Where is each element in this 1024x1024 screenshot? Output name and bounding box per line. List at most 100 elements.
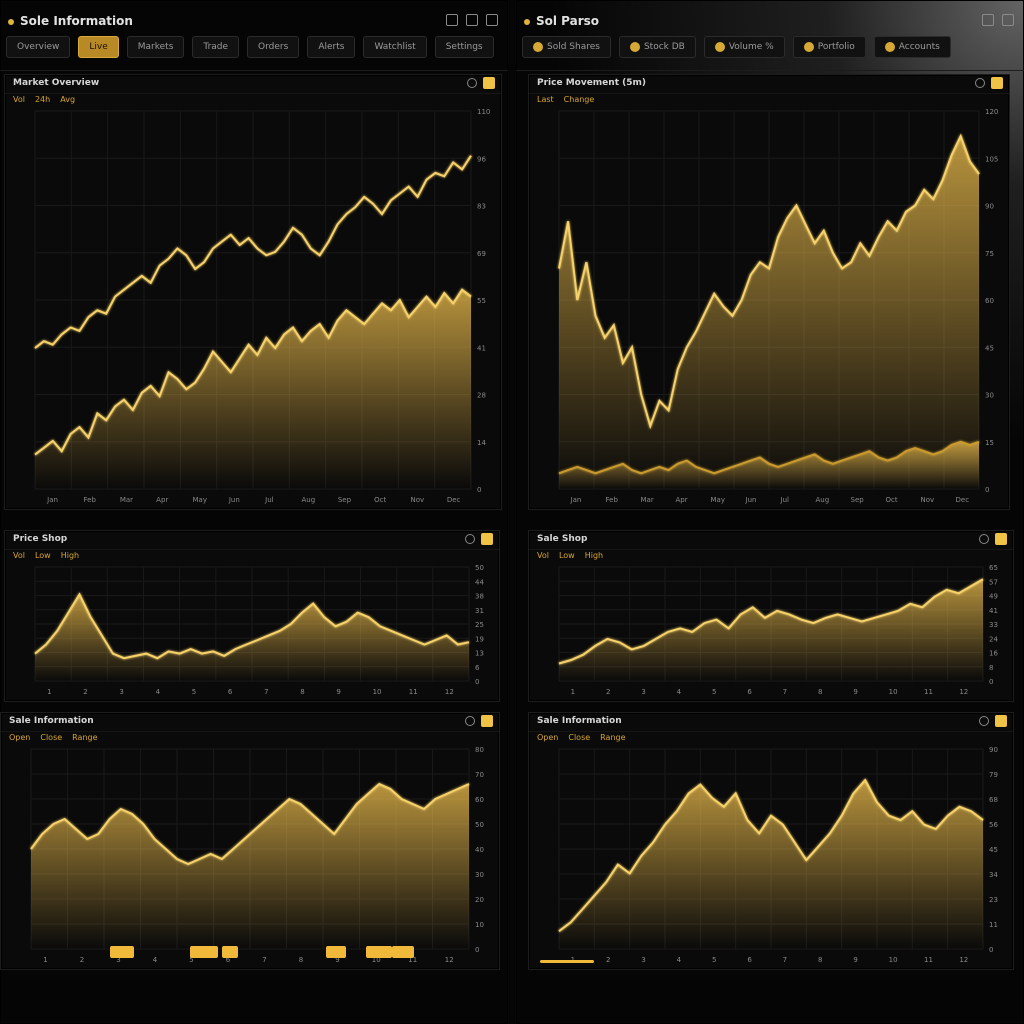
x-tick-label: 11 bbox=[924, 956, 933, 964]
settings-icon[interactable] bbox=[975, 78, 985, 88]
minimize-icon[interactable] bbox=[982, 14, 994, 26]
x-tick-label: 9 bbox=[335, 956, 339, 964]
expand-icon[interactable] bbox=[991, 77, 1003, 89]
settings-icon[interactable] bbox=[465, 534, 475, 544]
y-tick-label: 68 bbox=[989, 796, 998, 804]
settings-icon[interactable] bbox=[979, 534, 989, 544]
toolbar-button-label: Orders bbox=[258, 42, 289, 52]
range-slider-fill[interactable] bbox=[540, 960, 594, 963]
x-tick-label: Sep bbox=[338, 496, 352, 504]
x-tick-label: 7 bbox=[783, 956, 787, 964]
left-toolbar-button-1[interactable]: Live bbox=[78, 36, 119, 58]
right-toolbar-button-3[interactable]: Portfolio bbox=[792, 36, 866, 58]
settings-icon[interactable] bbox=[467, 78, 477, 88]
right-window: Sol Parso Sold Shares Stock DB Volume % Por… bbox=[516, 0, 1024, 1024]
x-tick-label: 10 bbox=[373, 688, 382, 696]
x-tick-label: 2 bbox=[606, 956, 610, 964]
app-dot-icon bbox=[8, 18, 14, 25]
left-app-title: Sole Information bbox=[8, 14, 133, 28]
left-toolbar-button-0[interactable]: Overview bbox=[6, 36, 71, 58]
right-toolbar: Sold Shares Stock DB Volume % Portfolio Acco… bbox=[522, 36, 1018, 58]
y-tick-label: 96 bbox=[477, 155, 486, 163]
chart-panel-price-movement: Price Movement (5m) Last Change 120 105 90 75 6… bbox=[528, 74, 1010, 510]
expand-icon[interactable] bbox=[995, 715, 1007, 727]
settings-icon[interactable] bbox=[465, 716, 475, 726]
x-tick-label: Jun bbox=[228, 496, 240, 504]
series-line bbox=[558, 578, 984, 665]
expand-icon[interactable] bbox=[481, 533, 493, 545]
right-toolbar-button-2[interactable]: Volume % bbox=[703, 36, 785, 58]
x-tick-label: 7 bbox=[783, 688, 787, 696]
right-app-title-text: Sol Parso bbox=[536, 14, 600, 28]
panel-subtitle: Vol Low High bbox=[537, 551, 613, 560]
panel-subtitle-item: High bbox=[60, 551, 80, 560]
y-tick-label: 45 bbox=[989, 846, 998, 854]
close-icon[interactable] bbox=[486, 14, 498, 26]
x-tick-label: 12 bbox=[445, 688, 454, 696]
panel-header: Sale Shop Vol Low High bbox=[529, 531, 1013, 560]
left-toolbar-button-3[interactable]: Trade bbox=[192, 36, 240, 58]
y-tick-label: 60 bbox=[985, 297, 994, 305]
x-tick-label: Nov bbox=[921, 496, 935, 504]
expand-icon[interactable] bbox=[483, 77, 495, 89]
right-toolbar-button-4[interactable]: Accounts bbox=[873, 36, 951, 58]
left-toolbar-button-7[interactable]: Settings bbox=[434, 36, 494, 58]
panel-subtitle-item: Last bbox=[537, 95, 554, 104]
range-chip[interactable] bbox=[326, 946, 346, 958]
left-toolbar-button-4[interactable]: Orders bbox=[247, 36, 300, 58]
x-tick-label: 2 bbox=[83, 688, 87, 696]
left-toolbar-button-5[interactable]: Alerts bbox=[307, 36, 356, 58]
x-tick-label: 2 bbox=[606, 688, 610, 696]
x-tick-label: Apr bbox=[676, 496, 688, 504]
coin-icon bbox=[803, 41, 814, 52]
panel-controls bbox=[975, 77, 1003, 89]
left-toolbar-button-6[interactable]: Watchlist bbox=[363, 36, 427, 58]
x-tick-label: 5 bbox=[712, 956, 716, 964]
right-window-controls[interactable] bbox=[982, 14, 1014, 26]
minimize-icon[interactable] bbox=[446, 14, 458, 26]
y-tick-label: 8 bbox=[989, 664, 993, 672]
y-tick-label: 105 bbox=[985, 155, 998, 163]
settings-icon[interactable] bbox=[979, 716, 989, 726]
x-tick-label: 5 bbox=[192, 688, 196, 696]
toolbar-button-label: Markets bbox=[137, 42, 174, 52]
range-chip[interactable] bbox=[190, 946, 218, 958]
series-area bbox=[559, 441, 979, 489]
x-tick-label: 3 bbox=[641, 956, 645, 964]
x-tick-label: Jun bbox=[745, 496, 757, 504]
left-window-controls[interactable] bbox=[446, 14, 498, 26]
expand-icon[interactable] bbox=[481, 715, 493, 727]
toolbar-button-label: Settings bbox=[445, 42, 483, 52]
range-chip[interactable] bbox=[110, 946, 134, 958]
toolbar-button-label: Live bbox=[89, 42, 108, 52]
y-tick-label: 0 bbox=[475, 678, 479, 686]
range-chip[interactable] bbox=[222, 946, 238, 958]
y-tick-label: 16 bbox=[989, 650, 998, 658]
x-tick-label: 6 bbox=[747, 688, 752, 696]
y-tick-label: 50 bbox=[475, 821, 484, 829]
panel-title: Sale Shop bbox=[537, 534, 588, 544]
x-tick-label: 10 bbox=[372, 956, 381, 964]
x-tick-label: 5 bbox=[189, 956, 193, 964]
x-tick-label: 2 bbox=[80, 956, 84, 964]
right-toolbar-button-0[interactable]: Sold Shares bbox=[522, 36, 611, 58]
panel-subtitle-item: Low bbox=[34, 551, 51, 560]
x-tick-label: Oct bbox=[374, 496, 386, 504]
chart-panel-price-shop: Price Shop Vol Low High 50 44 38 31 25 19 13 6 0 1 2 3 4… bbox=[4, 530, 500, 702]
y-tick-label: 90 bbox=[989, 746, 998, 754]
right-toolbar-button-1[interactable]: Stock DB bbox=[618, 36, 696, 58]
range-chip[interactable] bbox=[366, 946, 392, 958]
range-chip[interactable] bbox=[392, 946, 414, 958]
x-tick-label: 3 bbox=[641, 688, 645, 696]
left-toolbar-button-2[interactable]: Markets bbox=[126, 36, 185, 58]
toolbar-button-label: Trade bbox=[203, 42, 229, 52]
x-tick-label: Nov bbox=[411, 496, 425, 504]
panel-header: Price Movement (5m) Last Change bbox=[529, 75, 1009, 104]
y-tick-label: 75 bbox=[985, 250, 994, 258]
y-tick-label: 0 bbox=[989, 946, 993, 954]
x-tick-label: Jan bbox=[46, 496, 58, 504]
panel-subtitle-item: Close bbox=[40, 733, 63, 742]
maximize-icon[interactable] bbox=[466, 14, 478, 26]
expand-icon[interactable] bbox=[995, 533, 1007, 545]
close-icon[interactable] bbox=[1002, 14, 1014, 26]
